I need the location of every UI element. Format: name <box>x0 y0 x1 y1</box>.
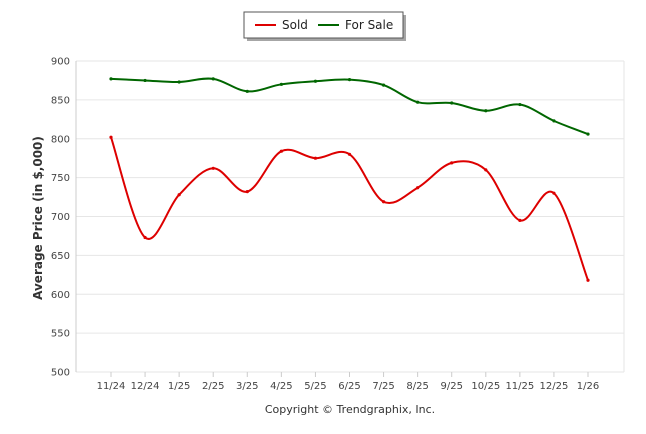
data-point-for-sale[interactable] <box>552 119 556 123</box>
x-tick-label: 6/25 <box>338 381 360 392</box>
data-point-sold[interactable] <box>279 149 283 153</box>
series-line-sold <box>110 136 589 282</box>
data-point-sold[interactable] <box>518 218 522 222</box>
data-point-for-sale[interactable] <box>245 89 249 93</box>
data-point-for-sale[interactable] <box>143 78 147 83</box>
legend-label-sold: Sold <box>282 18 308 32</box>
data-point-sold[interactable] <box>484 168 488 172</box>
data-point-sold[interactable] <box>177 193 181 197</box>
y-tick-label: 700 <box>51 212 70 223</box>
data-point-for-sale[interactable] <box>416 100 420 104</box>
y-tick-label: 650 <box>51 251 70 262</box>
x-tick-label: 12/25 <box>540 381 569 392</box>
data-point-for-sale[interactable] <box>347 78 352 82</box>
data-point-for-sale[interactable] <box>279 82 283 86</box>
x-tick-label: 8/25 <box>406 381 428 392</box>
x-tick-label: 1/26 <box>577 381 599 392</box>
legend-item-for-sale[interactable]: For Sale <box>318 18 393 32</box>
legend-item-sold[interactable]: Sold <box>255 18 308 32</box>
y-tick-label: 750 <box>51 173 70 184</box>
x-tick-label: 11/25 <box>505 381 534 392</box>
legend: Sold For Sale <box>243 11 406 41</box>
x-tick-label: 5/25 <box>304 381 326 392</box>
x-tick-label: 3/25 <box>236 381 258 392</box>
y-axis-ticks: 500 550 600 650 700 750 800 850 900 <box>51 57 70 379</box>
y-tick-label: 850 <box>51 95 70 106</box>
data-point-sold[interactable] <box>552 191 556 195</box>
data-point-for-sale[interactable] <box>586 132 590 136</box>
data-point-sold[interactable] <box>416 186 420 190</box>
series-layer <box>109 77 590 282</box>
data-point-sold[interactable] <box>347 152 352 156</box>
data-point-sold[interactable] <box>143 235 147 240</box>
copyright-credit: Copyright © Trendgraphix, Inc. <box>265 403 435 416</box>
data-point-sold[interactable] <box>450 161 454 165</box>
data-point-for-sale[interactable] <box>381 83 386 87</box>
x-tick-label: 12/24 <box>131 381 160 392</box>
data-point-sold[interactable] <box>245 190 249 194</box>
data-point-for-sale[interactable] <box>484 109 488 113</box>
x-tick-label: 10/25 <box>471 381 500 392</box>
data-point-sold[interactable] <box>211 166 215 170</box>
x-tick-label: 7/25 <box>372 381 394 392</box>
data-point-sold[interactable] <box>586 278 590 282</box>
y-tick-label: 600 <box>51 290 70 301</box>
data-point-for-sale[interactable] <box>450 101 454 105</box>
data-point-sold[interactable] <box>313 156 318 160</box>
x-tick-label: 9/25 <box>440 381 462 392</box>
y-axis-title: Average Price (in $,000) <box>31 136 45 300</box>
data-point-sold[interactable] <box>381 200 386 204</box>
y-tick-label: 550 <box>51 329 70 340</box>
y-tick-label: 900 <box>51 57 70 68</box>
x-tick-label: 1/25 <box>168 381 190 392</box>
data-point-sold[interactable] <box>109 135 113 139</box>
data-point-for-sale[interactable] <box>313 79 318 83</box>
x-tick-label: 11/24 <box>97 381 126 392</box>
data-point-for-sale[interactable] <box>518 102 522 107</box>
legend-label-for-sale: For Sale <box>345 18 393 32</box>
series-line-for-sale <box>110 77 589 136</box>
data-point-for-sale[interactable] <box>211 77 215 81</box>
y-tick-label: 800 <box>51 134 70 145</box>
y-tick-label: 500 <box>51 368 70 379</box>
grid-layer <box>75 60 625 373</box>
data-point-for-sale[interactable] <box>109 77 113 81</box>
x-tick-label: 2/25 <box>202 381 224 392</box>
x-tick-label: 4/25 <box>270 381 292 392</box>
data-point-for-sale[interactable] <box>177 80 181 84</box>
x-axis-ticks: 11/24 12/24 1/25 2/25 3/25 4/25 5/25 6/25 7/25 8/… <box>97 372 599 392</box>
